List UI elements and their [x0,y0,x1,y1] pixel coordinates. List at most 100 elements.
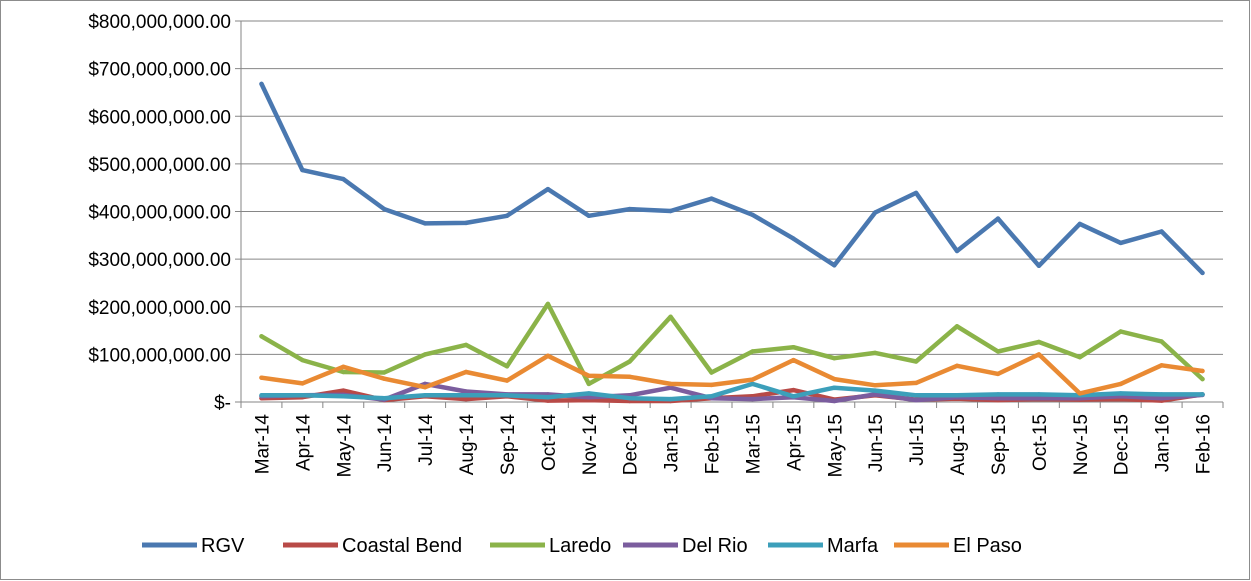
legend-item: El Paso [894,535,1022,557]
data-point [832,263,837,268]
y-tick-label: $300,000,000.00 [88,250,231,271]
data-point [750,349,755,354]
data-point [995,371,1001,377]
x-tick-label: Apr-14 [293,414,314,471]
data-point [382,376,387,381]
data-point [422,352,428,357]
data-point [873,392,878,397]
data-point [300,381,305,386]
series-line [259,352,1205,396]
y-tick-label: $100,000,000.00 [88,345,231,366]
legend-item: Marfa [768,535,879,557]
series-lines [259,81,1205,404]
y-tick-label: $400,000,000.00 [88,203,231,224]
data-point [954,393,960,398]
data-point [259,81,264,87]
x-tick-label: Apr-15 [784,414,805,471]
data-point [750,396,755,402]
data-point [832,398,837,404]
x-tick-label: Mar-15 [743,414,764,474]
x-tick-label: Dec-15 [1112,414,1133,475]
legend-item: RGV [142,535,245,557]
data-point [954,363,960,368]
data-point [1200,368,1205,374]
legend-label: Del Rio [682,535,748,557]
data-point [463,369,469,375]
data-point [1200,376,1205,382]
data-point [832,356,837,361]
data-point [995,396,1001,401]
legend: RGV Coastal Bend Laredo Del Rio Marfa El Paso [142,535,1022,557]
data-point [791,357,796,363]
data-point [873,350,878,356]
data-point [1159,392,1164,397]
data-point [1159,396,1164,401]
series-el-paso [259,352,1205,396]
data-point [627,206,632,212]
data-point [545,301,551,307]
data-point [1036,396,1042,401]
data-point [913,397,919,403]
data-point [709,370,714,375]
data-point [1077,221,1083,227]
x-tick-label: Aug-15 [948,414,969,475]
data-point [668,396,673,402]
legend-label: RGV [201,535,245,557]
data-point [341,369,346,375]
data-point [463,342,469,348]
data-point [1036,352,1042,357]
data-point [586,373,591,378]
data-point [668,208,673,214]
x-tick-label: Sep-14 [498,414,519,476]
data-point [300,357,305,363]
y-tick-label: $800,000,000.00 [88,12,231,33]
x-tick-label: Feb-16 [1194,414,1215,474]
legend-label: Laredo [549,535,611,557]
data-point [913,359,919,364]
data-point [995,216,1001,221]
data-point [750,377,755,382]
data-point [1077,391,1083,396]
data-point [1118,240,1123,246]
x-tick-label: May-15 [825,414,846,477]
x-tick-label: Sep-15 [989,414,1010,475]
data-point [504,213,510,218]
legend-label: Marfa [827,535,879,557]
data-point [586,213,591,218]
data-point [873,383,878,388]
data-point [954,324,960,329]
data-point [1036,339,1042,345]
data-point [382,370,387,375]
data-point [709,196,714,201]
data-point [913,393,919,398]
data-point [586,395,591,400]
series-line [259,381,1205,402]
series-line [259,301,1205,387]
data-point [545,353,551,358]
data-point [1118,381,1123,387]
data-point [586,391,591,396]
data-point [1036,263,1042,268]
data-point [545,398,551,403]
legend-item: Coastal Bend [283,535,462,557]
data-point [504,378,510,383]
y-tick-label: $700,000,000.00 [88,60,231,81]
data-point [300,167,305,173]
x-tick-label: Jul-14 [416,414,437,466]
y-tick-label: $500,000,000.00 [88,155,231,176]
data-point [750,381,755,387]
data-point [463,396,469,402]
x-tick-label: Jun-15 [866,414,887,472]
x-tick-label: May-14 [334,414,355,478]
gridlines [241,20,1223,355]
data-point [1159,339,1164,344]
x-tick-label: Nov-14 [580,414,601,476]
data-point [1159,229,1164,234]
axes [235,20,1224,408]
data-point [995,349,1001,354]
legend-item: Del Rio [623,535,748,557]
data-point [709,382,714,388]
series-line [259,81,1205,276]
data-point [1118,391,1123,396]
x-tick-label: Mar-14 [252,414,273,475]
